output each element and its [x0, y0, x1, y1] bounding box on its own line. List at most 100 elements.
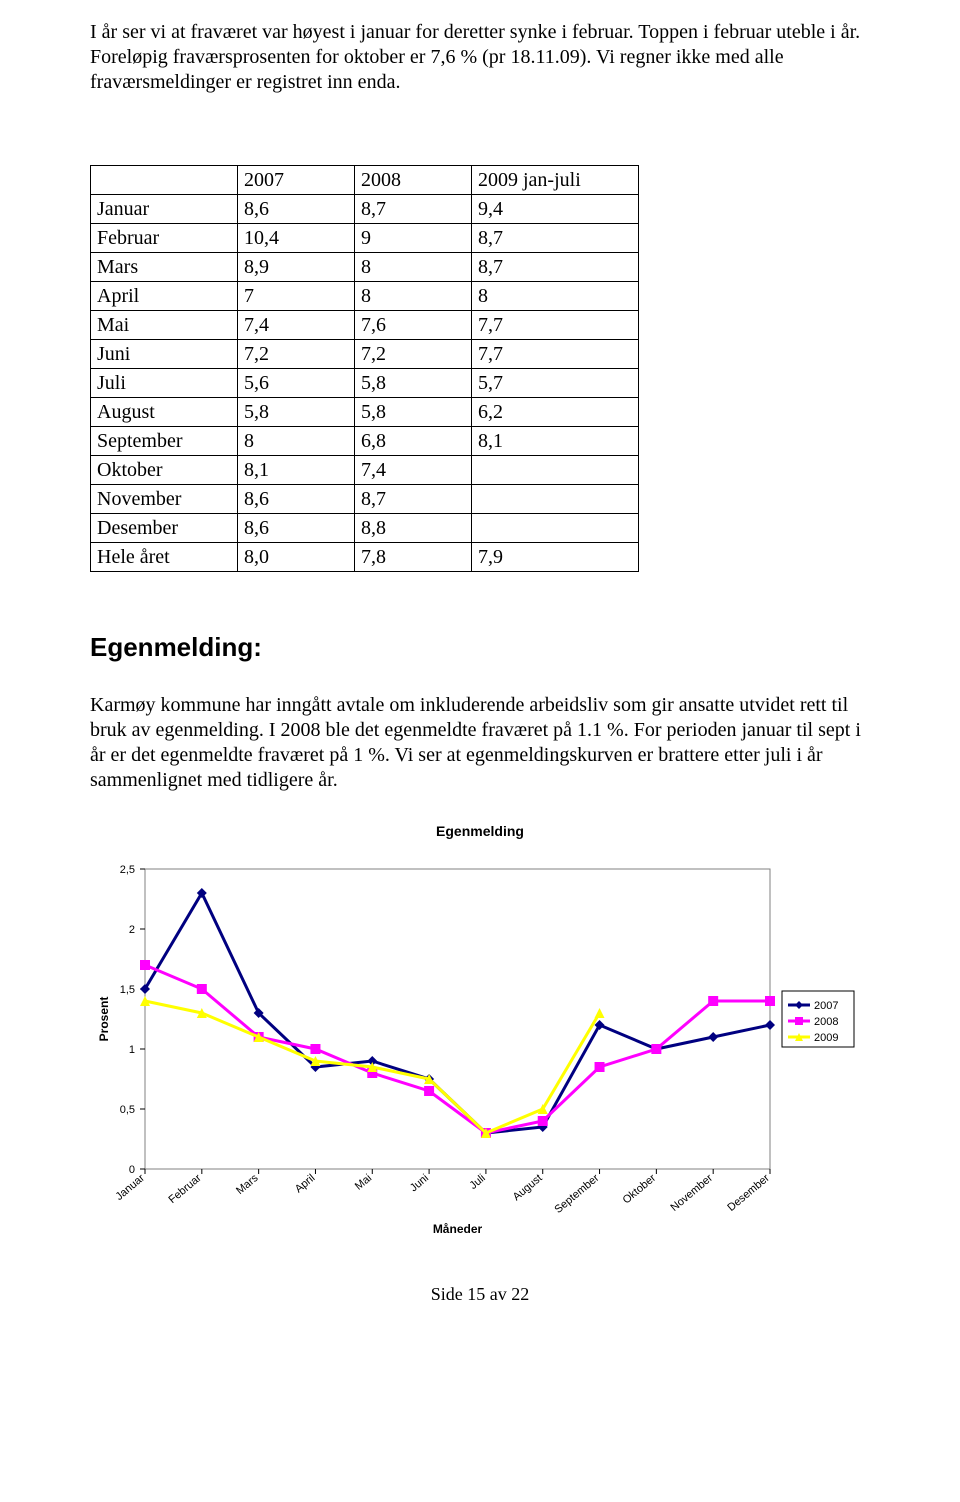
table-cell: 8,8	[355, 514, 472, 543]
table-header-cell: 2007	[238, 166, 355, 195]
table-cell: Februar	[91, 224, 238, 253]
svg-text:2: 2	[129, 924, 135, 936]
intro-paragraph: I år ser vi at fraværet var høyest i jan…	[90, 20, 870, 95]
section-heading: Egenmelding:	[90, 632, 870, 663]
table-cell: 7,2	[238, 340, 355, 369]
table-cell: Januar	[91, 195, 238, 224]
table-cell: 5,6	[238, 369, 355, 398]
table-row: April788	[91, 282, 639, 311]
svg-text:Prosent: Prosent	[97, 997, 111, 1042]
table-cell: 8,6	[238, 514, 355, 543]
table-cell: 8,7	[472, 224, 639, 253]
table-cell: 8,1	[472, 427, 639, 456]
svg-text:2007: 2007	[814, 1000, 838, 1012]
table-row: Juli5,65,85,7	[91, 369, 639, 398]
table-cell: Mars	[91, 253, 238, 282]
table-cell: 7	[238, 282, 355, 311]
table-cell	[472, 485, 639, 514]
body-paragraph: Karmøy kommune har inngått avtale om ink…	[90, 693, 870, 793]
egenmelding-chart: Egenmelding 0 0,5 1 1,5 2 2,5 Januar Februar Mar…	[90, 823, 870, 1244]
svg-text:1,5: 1,5	[120, 984, 135, 996]
svg-text:Januar: Januar	[113, 1172, 147, 1203]
table-cell: 7,7	[472, 340, 639, 369]
table-cell: 7,7	[472, 311, 639, 340]
table-cell: 8,6	[238, 485, 355, 514]
table-cell: November	[91, 485, 238, 514]
table-cell: August	[91, 398, 238, 427]
svg-text:Oktober: Oktober	[621, 1172, 659, 1207]
table-row: Juni7,27,27,7	[91, 340, 639, 369]
svg-text:2008: 2008	[814, 1016, 838, 1028]
table-cell: 5,8	[355, 398, 472, 427]
table-cell: Juli	[91, 369, 238, 398]
table-cell: 8	[355, 282, 472, 311]
svg-text:Juni: Juni	[408, 1172, 431, 1194]
table-cell: 6,8	[355, 427, 472, 456]
table-cell: 8,7	[355, 485, 472, 514]
table-cell: 8,7	[355, 195, 472, 224]
svg-text:Mars: Mars	[234, 1172, 261, 1197]
table-row: Februar10,498,7	[91, 224, 639, 253]
table-cell: 7,4	[355, 456, 472, 485]
svg-text:April: April	[293, 1172, 318, 1195]
page-footer: Side 15 av 22	[90, 1284, 870, 1305]
table-cell: 8,1	[238, 456, 355, 485]
table-cell: Mai	[91, 311, 238, 340]
table-row: Januar8,68,79,4	[91, 195, 639, 224]
table-row: September86,88,1	[91, 427, 639, 456]
table-cell: 8,9	[238, 253, 355, 282]
table-cell: 8,0	[238, 543, 355, 572]
table-cell: 5,8	[238, 398, 355, 427]
table-cell: 7,9	[472, 543, 639, 572]
table-cell: 5,7	[472, 369, 639, 398]
svg-text:August: August	[511, 1172, 545, 1203]
svg-text:Juli: Juli	[467, 1172, 487, 1192]
table-header-row: 2007 2008 2009 jan-juli	[91, 166, 639, 195]
table-row: November8,68,7	[91, 485, 639, 514]
table-row: Mars8,988,7	[91, 253, 639, 282]
table-cell: Hele året	[91, 543, 238, 572]
svg-text:0: 0	[129, 1164, 135, 1176]
table-row: Mai7,47,67,7	[91, 311, 639, 340]
data-table: 2007 2008 2009 jan-juli Januar8,68,79,4F…	[90, 165, 639, 572]
svg-text:Måneder: Måneder	[433, 1222, 483, 1236]
chart-title: Egenmelding	[90, 823, 870, 839]
table-cell: 10,4	[238, 224, 355, 253]
table-cell: 7,6	[355, 311, 472, 340]
table-cell: Desember	[91, 514, 238, 543]
svg-text:Februar: Februar	[167, 1172, 204, 1206]
table-cell: 9	[355, 224, 472, 253]
table-cell: 8	[472, 282, 639, 311]
table-header-cell	[91, 166, 238, 195]
table-cell: September	[91, 427, 238, 456]
table-header-cell: 2008	[355, 166, 472, 195]
table-cell: Juni	[91, 340, 238, 369]
chart-svg: 0 0,5 1 1,5 2 2,5 Januar Februar Mars April Mai Jun…	[90, 859, 870, 1239]
table-row: Hele året8,07,87,9	[91, 543, 639, 572]
svg-text:September: September	[553, 1172, 602, 1216]
table-cell	[472, 456, 639, 485]
table-cell: 8,6	[238, 195, 355, 224]
svg-text:2009: 2009	[814, 1032, 838, 1044]
table-cell: 7,8	[355, 543, 472, 572]
table-cell: 7,4	[238, 311, 355, 340]
table-cell: 8	[355, 253, 472, 282]
table-row: Oktober8,17,4	[91, 456, 639, 485]
table-cell	[472, 514, 639, 543]
svg-text:1: 1	[129, 1044, 135, 1056]
table-cell: 5,8	[355, 369, 472, 398]
table-cell: 7,2	[355, 340, 472, 369]
table-cell: 8,7	[472, 253, 639, 282]
svg-text:Desember: Desember	[725, 1172, 772, 1214]
svg-text:November: November	[669, 1172, 716, 1214]
table-row: August5,85,86,2	[91, 398, 639, 427]
table-cell: 9,4	[472, 195, 639, 224]
svg-text:0,5: 0,5	[120, 1104, 135, 1116]
svg-text:Mai: Mai	[353, 1172, 374, 1193]
table-cell: 8	[238, 427, 355, 456]
svg-text:2,5: 2,5	[120, 864, 135, 876]
table-cell: April	[91, 282, 238, 311]
table-cell: Oktober	[91, 456, 238, 485]
table-cell: 6,2	[472, 398, 639, 427]
table-header-cell: 2009 jan-juli	[472, 166, 639, 195]
